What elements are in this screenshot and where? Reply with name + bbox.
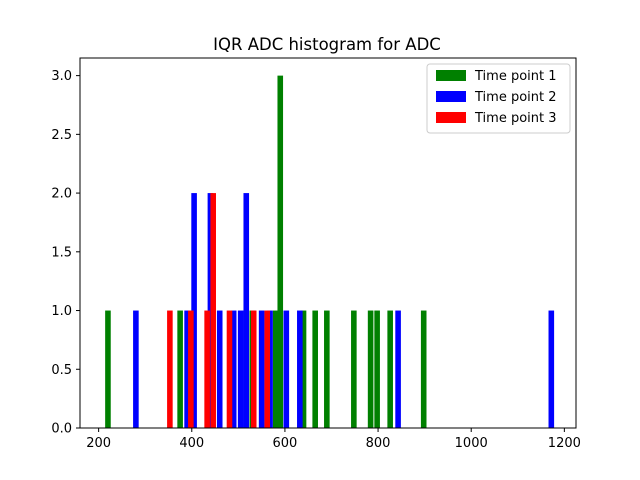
bar-series-1-bin-5 bbox=[277, 75, 284, 429]
legend-swatch-2 bbox=[436, 91, 466, 102]
x-tick-label-1: 200 bbox=[86, 436, 111, 451]
legend-label-2: Time point 2 bbox=[474, 90, 557, 105]
bar-series-1-bin-11 bbox=[374, 310, 380, 428]
x-tick-label-6: 1200 bbox=[548, 436, 581, 451]
y-tick-label-1: 0.0 bbox=[51, 422, 72, 437]
x-tick-label-3: 600 bbox=[273, 436, 298, 451]
chart-title: IQR ADC histogram for ADC bbox=[213, 35, 441, 54]
bar-series-1-bin-8 bbox=[324, 310, 330, 428]
bar-series-3-bin-7 bbox=[264, 310, 271, 428]
x-tick-label-5: 1000 bbox=[455, 436, 488, 451]
bar-series-2-bin-12 bbox=[297, 310, 303, 428]
bar-series-1-bin-7 bbox=[312, 310, 318, 428]
bar-series-2-bin-5 bbox=[216, 310, 223, 428]
bar-series-2-bin-8 bbox=[243, 193, 250, 428]
bar-series-2-bin-7 bbox=[237, 310, 244, 428]
bar-series-3-bin-5 bbox=[226, 310, 233, 428]
x-tick-label-4: 800 bbox=[366, 436, 391, 451]
legend-swatch-1 bbox=[436, 70, 466, 81]
bar-series-3-bin-4 bbox=[210, 193, 216, 428]
legend-label-3: Time point 3 bbox=[474, 111, 557, 126]
y-tick-label-4: 1.5 bbox=[51, 245, 72, 260]
legend: Time point 1 Time point 2 Time point 3 bbox=[426, 63, 571, 134]
bar-series-2-bin-9 bbox=[258, 310, 265, 428]
bar-series-2-bin-3 bbox=[191, 193, 197, 428]
bar-series-2-bin-6 bbox=[230, 310, 237, 428]
y-axis: 0.0 0.5 1.0 1.5 2.0 2.5 3.0 bbox=[51, 69, 80, 437]
y-tick-label-2: 0.5 bbox=[51, 363, 72, 378]
bar-series-1-bin-6 bbox=[300, 310, 307, 428]
bar-series-1-bin-12 bbox=[387, 310, 393, 428]
y-tick-label-6: 2.5 bbox=[51, 128, 72, 143]
bar-series-1-bin-2 bbox=[177, 310, 183, 428]
y-tick-label-7: 3.0 bbox=[51, 69, 72, 84]
x-axis: 200 400 600 800 1000 1200 bbox=[86, 428, 581, 451]
plot-frame bbox=[79, 57, 577, 429]
bars-layer bbox=[105, 75, 555, 429]
bar-series-1-bin-13 bbox=[420, 310, 427, 428]
bar-series-2-bin-14 bbox=[548, 310, 555, 428]
bar-series-3-bin-3 bbox=[204, 310, 210, 428]
bar-series-2-bin-1 bbox=[133, 310, 139, 428]
bar-series-1-bin-1 bbox=[105, 310, 111, 428]
bar-series-3-bin-6 bbox=[250, 310, 257, 428]
y-tick-label-5: 2.0 bbox=[51, 187, 72, 202]
bar-series-2-bin-13 bbox=[395, 310, 401, 428]
bar-series-1-bin-10 bbox=[367, 310, 374, 428]
bar-series-3-bin-1 bbox=[167, 310, 173, 428]
bar-series-2-bin-2 bbox=[184, 310, 190, 428]
bar-series-2-bin-11 bbox=[283, 310, 290, 428]
y-tick-label-3: 1.0 bbox=[51, 304, 72, 319]
bar-series-1-bin-9 bbox=[351, 310, 357, 428]
bar-series-3-bin-2 bbox=[188, 310, 194, 428]
legend-swatch-3 bbox=[436, 112, 466, 123]
x-tick-label-2: 400 bbox=[179, 436, 204, 451]
legend-label-1: Time point 1 bbox=[474, 69, 557, 84]
bar-series-1-bin-4 bbox=[272, 310, 279, 428]
